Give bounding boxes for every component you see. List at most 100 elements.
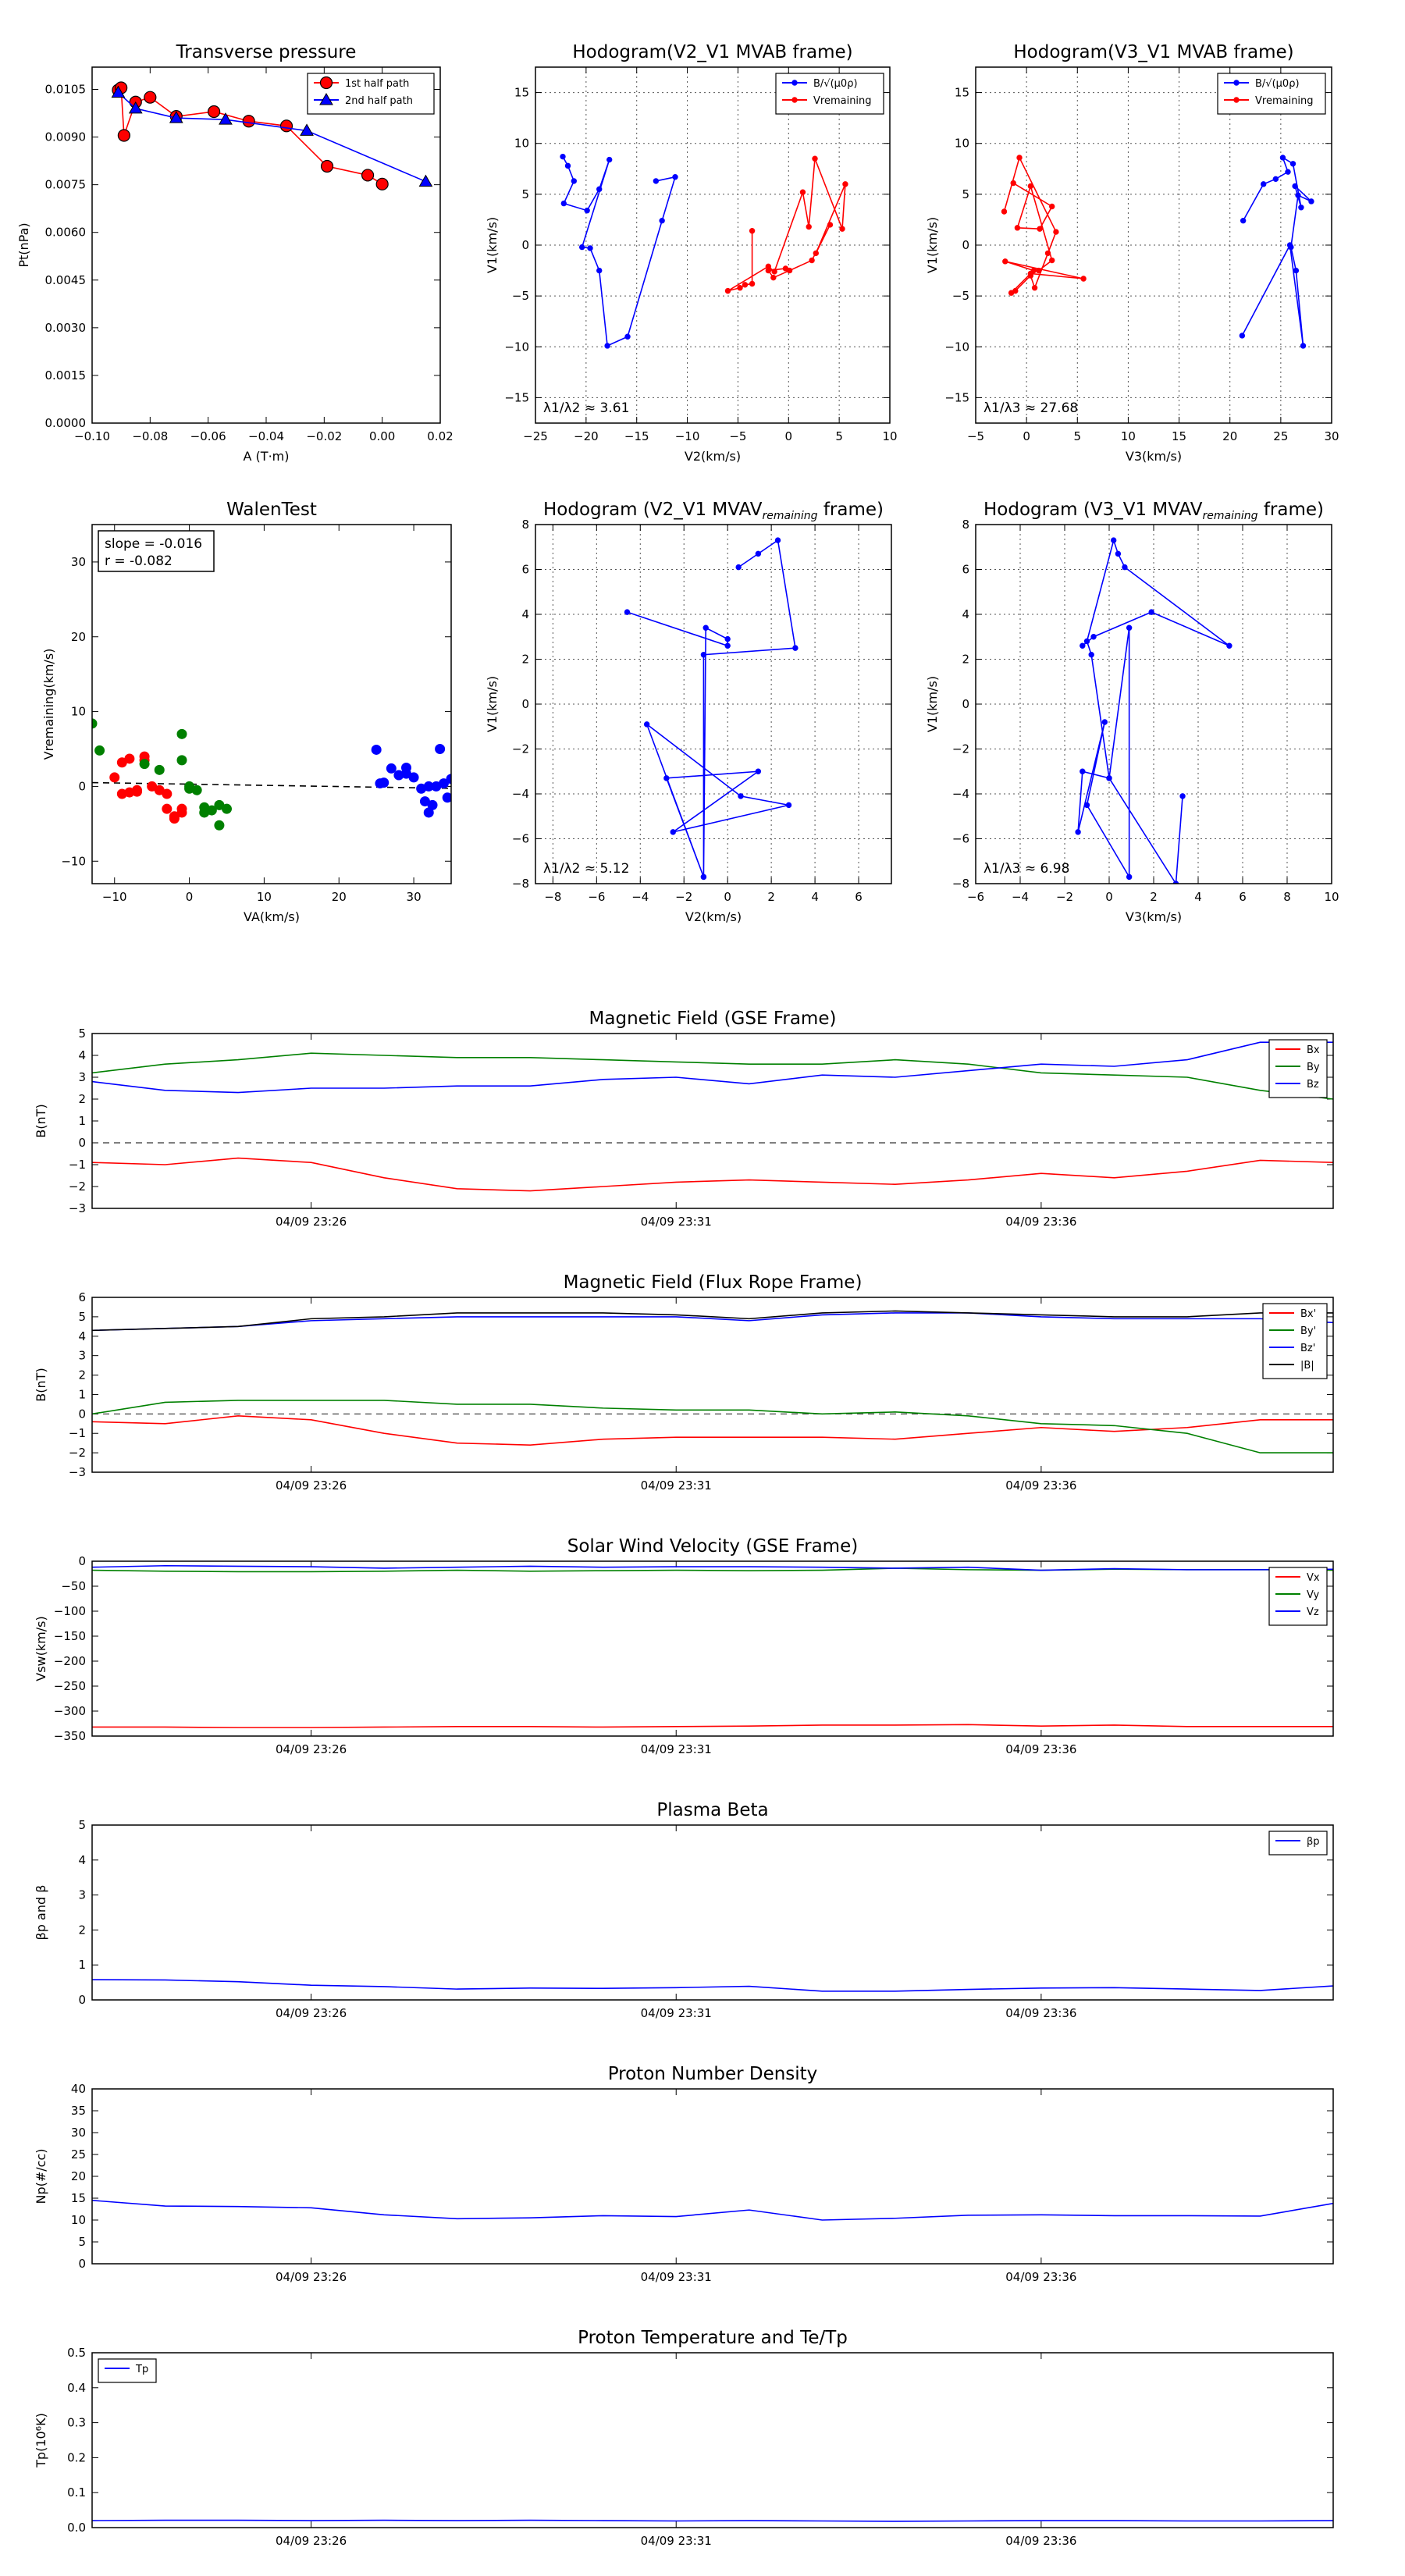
series-line-Bx' bbox=[92, 1415, 1333, 1446]
x-axis-label: V3(km/s) bbox=[1126, 909, 1182, 924]
series-line-0 bbox=[627, 539, 796, 877]
x-tick-label: 0 bbox=[785, 429, 793, 443]
series-line-B/√(μ0ρ) bbox=[562, 156, 677, 347]
y-tick-label: 15 bbox=[955, 86, 969, 100]
y-tick-label: 30 bbox=[71, 555, 86, 569]
series-line-Vx bbox=[92, 1724, 1333, 1728]
chart-title: Hodogram (V3_V1 MVAVremaining frame) bbox=[984, 500, 1324, 522]
data-point bbox=[806, 223, 812, 230]
legend: 1st half path 2nd half path bbox=[307, 73, 435, 115]
chart-hodogram_v2v1_mvab: −15 −10 −5 0 5 10 15 −25 −20 −15 −10 −5 0 5 10 Hodogram… bbox=[485, 42, 898, 464]
legend-marker bbox=[319, 92, 333, 105]
data-point bbox=[184, 783, 195, 794]
y-tick-label: 10 bbox=[71, 705, 86, 719]
data-point bbox=[1115, 550, 1122, 557]
x-tick-label: 04/09 23:26 bbox=[276, 2270, 347, 2284]
series-line-Bz bbox=[92, 1041, 1333, 1094]
legend: Bx By Bz bbox=[1268, 1039, 1328, 1098]
data-point bbox=[643, 721, 650, 728]
data-point bbox=[809, 257, 815, 264]
y-tick-label: 5 bbox=[78, 1310, 86, 1324]
data-point bbox=[1289, 161, 1297, 167]
x-tick-label: −20 bbox=[574, 429, 599, 443]
data-point bbox=[401, 768, 411, 779]
x-tick-label: −4 bbox=[1012, 890, 1029, 904]
legend-label: Bx' bbox=[1300, 1308, 1316, 1320]
chart-title: WalenTest bbox=[226, 500, 317, 520]
chart-title: Hodogram(V3_V1 MVAB frame) bbox=[1013, 42, 1293, 62]
y-tick-label: 2 bbox=[78, 1368, 86, 1382]
data-point bbox=[1002, 258, 1008, 265]
y-tick-label: 20 bbox=[71, 630, 86, 644]
data-point bbox=[672, 174, 678, 180]
y-tick-label: 3 bbox=[78, 1070, 86, 1084]
data-point bbox=[564, 162, 571, 169]
y-tick-label: 15 bbox=[71, 2191, 86, 2205]
annotation-text: r = -0.082 bbox=[105, 553, 173, 569]
y-tick-label: 0.2 bbox=[67, 2450, 86, 2464]
legend-label: Vy bbox=[1307, 1589, 1320, 1601]
y-tick-label: −2 bbox=[952, 742, 969, 756]
series-line-Bx bbox=[92, 1157, 1333, 1192]
x-tick-label: −0.04 bbox=[248, 429, 284, 443]
series-line-Vz bbox=[92, 1564, 1333, 1571]
legend-label: Bx bbox=[1307, 1044, 1320, 1056]
x-tick-label: −8 bbox=[544, 890, 561, 904]
legend-label: Vz bbox=[1307, 1606, 1319, 1618]
chart-magnetic_field_gse: −3 −2 −1 0 1 2 3 4 5 04/09 23:26 04/09 23:31 04/09 … bbox=[34, 1009, 1334, 1229]
chart-title: Solar Wind Velocity (GSE Frame) bbox=[567, 1536, 858, 1557]
y-tick-label: −4 bbox=[512, 787, 529, 801]
y-tick-label: 0 bbox=[78, 1993, 86, 2007]
data-point bbox=[782, 265, 789, 272]
annotation-text: slope = -0.016 bbox=[105, 536, 202, 552]
x-tick-label: 04/09 23:36 bbox=[1005, 1742, 1076, 1756]
y-tick-label: −1 bbox=[69, 1158, 86, 1172]
plot-frame bbox=[91, 1297, 1334, 1473]
data-point bbox=[1016, 155, 1023, 161]
legend-box bbox=[1268, 1831, 1328, 1856]
x-axis-label: VA(km/s) bbox=[244, 909, 300, 924]
data-point bbox=[176, 755, 187, 766]
data-point bbox=[1088, 652, 1094, 658]
x-tick-label: 20 bbox=[1222, 429, 1237, 443]
data-point bbox=[724, 642, 731, 649]
data-point bbox=[659, 218, 665, 224]
legend-label: Bz' bbox=[1300, 1343, 1315, 1354]
y-tick-label: 6 bbox=[962, 563, 969, 577]
y-tick-label: 1 bbox=[78, 1114, 86, 1128]
chart-magnetic_field_fr: −3 −2 −1 0 1 2 3 4 5 6 04/09 23:26 04/09 23:31 04/09… bbox=[34, 1272, 1334, 1493]
data-point bbox=[214, 820, 225, 831]
x-tick-label: 5 bbox=[835, 429, 843, 443]
y-tick-label: 2 bbox=[78, 1923, 86, 1937]
series-line-|B| bbox=[92, 1310, 1333, 1332]
data-point bbox=[438, 778, 449, 789]
x-tick-label: 2 bbox=[767, 890, 775, 904]
y-tick-label: 4 bbox=[962, 607, 969, 621]
legend: B/√(μ0ρ) Vremaining bbox=[775, 73, 884, 115]
legend-marker bbox=[319, 76, 333, 90]
legend-label: Tp bbox=[135, 2364, 148, 2375]
y-tick-label: −150 bbox=[54, 1629, 86, 1643]
data-point bbox=[214, 799, 225, 810]
y-tick-label: 30 bbox=[71, 2126, 86, 2140]
data-point bbox=[724, 287, 731, 294]
y-tick-label: −10 bbox=[504, 340, 529, 354]
data-point bbox=[176, 728, 187, 739]
x-tick-label: 2 bbox=[1150, 890, 1158, 904]
data-point bbox=[1010, 180, 1016, 187]
data-point bbox=[755, 768, 762, 774]
y-tick-label: −8 bbox=[512, 877, 529, 891]
y-tick-label: −15 bbox=[504, 390, 529, 404]
data-point bbox=[749, 280, 756, 287]
y-tick-label: 5 bbox=[962, 187, 969, 201]
data-point bbox=[1014, 225, 1021, 231]
data-point bbox=[1295, 192, 1301, 198]
data-point bbox=[361, 169, 375, 182]
data-point bbox=[771, 269, 777, 275]
plot-area bbox=[92, 1310, 1333, 1453]
y-axis-label: βp and β bbox=[34, 1885, 48, 1941]
y-tick-label: 5 bbox=[78, 2235, 86, 2249]
chart-title: Proton Temperature and Te/Tp bbox=[578, 2328, 848, 2348]
y-tick-label: 0.0015 bbox=[45, 368, 87, 382]
y-tick-label: 3 bbox=[78, 1888, 86, 1902]
